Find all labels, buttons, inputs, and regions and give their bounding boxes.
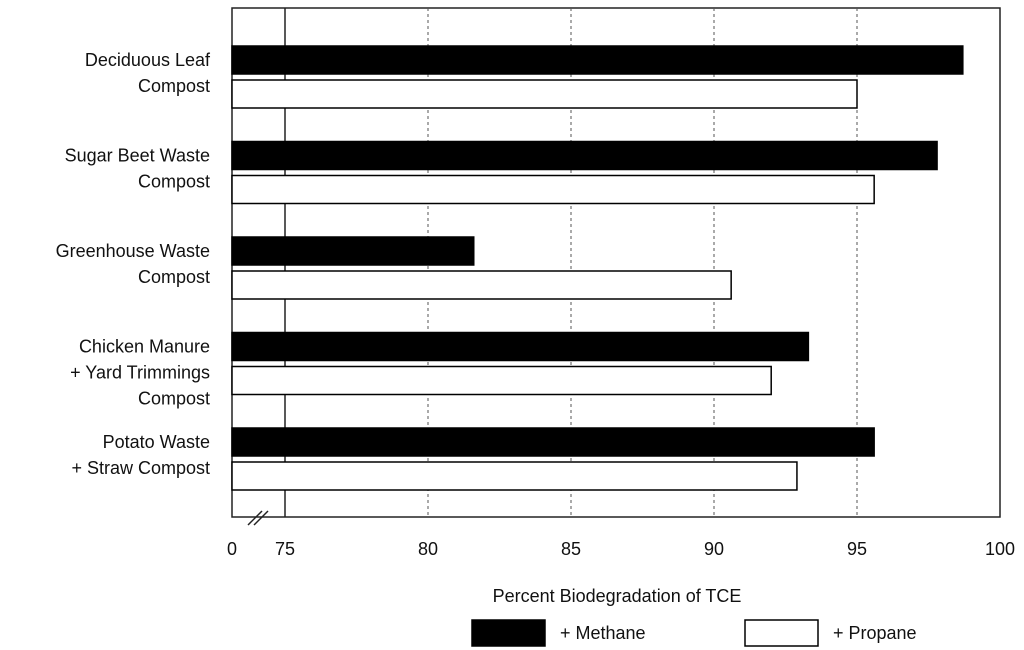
y-tick-label: Deciduous Leaf — [85, 50, 211, 70]
axis-break — [247, 510, 263, 526]
y-tick-label: Compost — [138, 267, 210, 287]
y-tick-label: + Yard Trimmings — [70, 362, 210, 382]
y-tick-label: Compost — [138, 388, 210, 408]
bar — [231, 461, 798, 491]
x-tick-label: 75 — [275, 539, 295, 559]
bar — [231, 79, 858, 109]
y-tick-label: Potato Waste — [103, 432, 210, 452]
x-tick-label: 100 — [985, 539, 1015, 559]
bar — [231, 365, 772, 396]
bar — [231, 45, 964, 75]
x-tick-label: 0 — [227, 539, 237, 559]
legend-label: + Methane — [560, 623, 646, 643]
y-tick-label: Chicken Manure — [79, 336, 210, 356]
x-axis-title: Percent Biodegradation of TCE — [493, 586, 742, 606]
legend-swatch — [744, 619, 819, 647]
legend-label: + Propane — [833, 623, 917, 643]
legend-swatch — [471, 619, 546, 647]
axis-break — [253, 510, 269, 526]
bar — [231, 140, 938, 171]
y-tick-label: Greenhouse Waste — [56, 241, 210, 261]
y-tick-label: Sugar Beet Waste — [65, 145, 210, 165]
x-tick-label: 95 — [847, 539, 867, 559]
x-tick-label: 80 — [418, 539, 438, 559]
y-tick-label: Compost — [138, 171, 210, 191]
bar — [231, 270, 732, 300]
x-tick-label: 85 — [561, 539, 581, 559]
y-tick-label: Compost — [138, 76, 210, 96]
bar — [231, 331, 810, 362]
bar — [231, 236, 475, 266]
x-tick-label: 90 — [704, 539, 724, 559]
y-tick-label: + Straw Compost — [71, 458, 210, 478]
bar — [231, 174, 875, 205]
bar — [231, 427, 875, 457]
